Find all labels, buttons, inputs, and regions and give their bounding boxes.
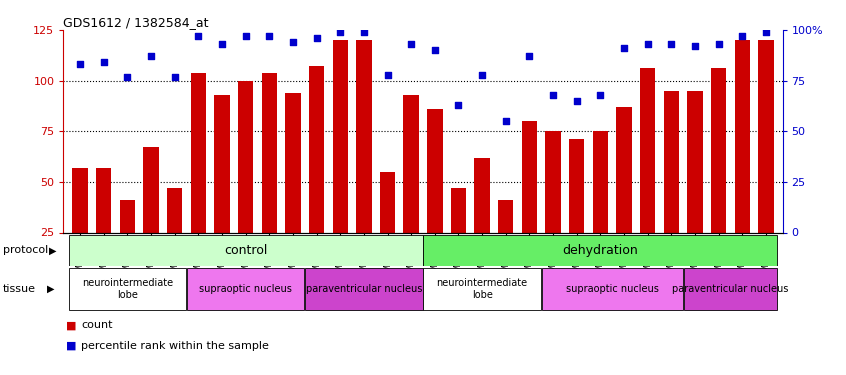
Text: ■: ■ xyxy=(66,321,76,330)
Bar xyxy=(522,121,537,283)
Bar xyxy=(569,140,585,283)
Point xyxy=(286,39,299,45)
Point xyxy=(120,74,134,80)
Point xyxy=(74,62,87,68)
Point xyxy=(333,29,347,35)
Point xyxy=(735,33,749,39)
Bar xyxy=(593,131,608,283)
Bar xyxy=(498,200,514,283)
Text: ▶: ▶ xyxy=(49,245,57,255)
Point xyxy=(428,47,442,53)
Point xyxy=(97,59,111,65)
Bar xyxy=(261,72,277,283)
Bar xyxy=(69,235,422,266)
Bar xyxy=(687,91,703,283)
Point xyxy=(168,74,181,80)
Point xyxy=(475,72,489,78)
Text: dehydration: dehydration xyxy=(563,244,638,257)
Text: supraoptic nucleus: supraoptic nucleus xyxy=(199,284,292,294)
Point xyxy=(144,53,157,59)
Text: control: control xyxy=(224,244,267,257)
Point xyxy=(712,41,726,47)
Point xyxy=(404,41,418,47)
Bar xyxy=(617,107,632,283)
Bar xyxy=(96,168,112,283)
Text: ■: ■ xyxy=(66,341,76,351)
Bar xyxy=(424,235,777,266)
Point xyxy=(523,53,536,59)
Text: paraventricular nucleus: paraventricular nucleus xyxy=(305,284,422,294)
Point xyxy=(310,35,323,41)
Text: tissue: tissue xyxy=(3,284,36,294)
Text: GDS1612 / 1382584_at: GDS1612 / 1382584_at xyxy=(63,16,209,29)
Text: percentile rank within the sample: percentile rank within the sample xyxy=(81,341,269,351)
Bar xyxy=(541,268,683,310)
Bar xyxy=(238,81,253,283)
Bar xyxy=(72,168,88,283)
Bar xyxy=(758,40,774,283)
Bar xyxy=(734,40,750,283)
Bar xyxy=(663,91,679,283)
Point xyxy=(689,43,702,49)
Text: protocol: protocol xyxy=(3,245,47,255)
Bar xyxy=(332,40,348,283)
Bar xyxy=(119,200,135,283)
Point xyxy=(215,41,228,47)
Bar xyxy=(214,95,229,283)
Bar xyxy=(475,158,490,283)
Bar xyxy=(451,188,466,283)
Point xyxy=(499,118,513,124)
Point xyxy=(759,29,772,35)
Point xyxy=(191,33,205,39)
Text: paraventricular nucleus: paraventricular nucleus xyxy=(673,284,788,294)
Text: count: count xyxy=(81,321,113,330)
Bar xyxy=(640,69,656,283)
Point xyxy=(452,102,465,108)
Bar xyxy=(356,40,371,283)
Bar xyxy=(427,109,442,283)
Point xyxy=(594,92,607,98)
Point xyxy=(239,33,252,39)
Bar xyxy=(711,69,727,283)
Bar xyxy=(546,131,561,283)
Point xyxy=(547,92,560,98)
Text: ▶: ▶ xyxy=(47,284,54,294)
Bar xyxy=(285,93,300,283)
Bar xyxy=(187,268,305,310)
Point xyxy=(381,72,394,78)
Bar xyxy=(190,72,206,283)
Point xyxy=(262,33,276,39)
Bar xyxy=(424,268,541,310)
Point xyxy=(357,29,371,35)
Text: supraoptic nucleus: supraoptic nucleus xyxy=(566,284,659,294)
Point xyxy=(570,98,584,104)
Bar xyxy=(380,172,395,283)
Point xyxy=(618,45,631,51)
Bar xyxy=(143,147,159,283)
Point xyxy=(665,41,678,47)
Point xyxy=(641,41,655,47)
Text: neurointermediate
lobe: neurointermediate lobe xyxy=(82,278,173,300)
Bar xyxy=(167,188,183,283)
Bar xyxy=(684,268,777,310)
Bar xyxy=(305,268,422,310)
Text: neurointermediate
lobe: neurointermediate lobe xyxy=(437,278,528,300)
Bar xyxy=(69,268,186,310)
Bar xyxy=(404,95,419,283)
Bar xyxy=(309,66,324,283)
